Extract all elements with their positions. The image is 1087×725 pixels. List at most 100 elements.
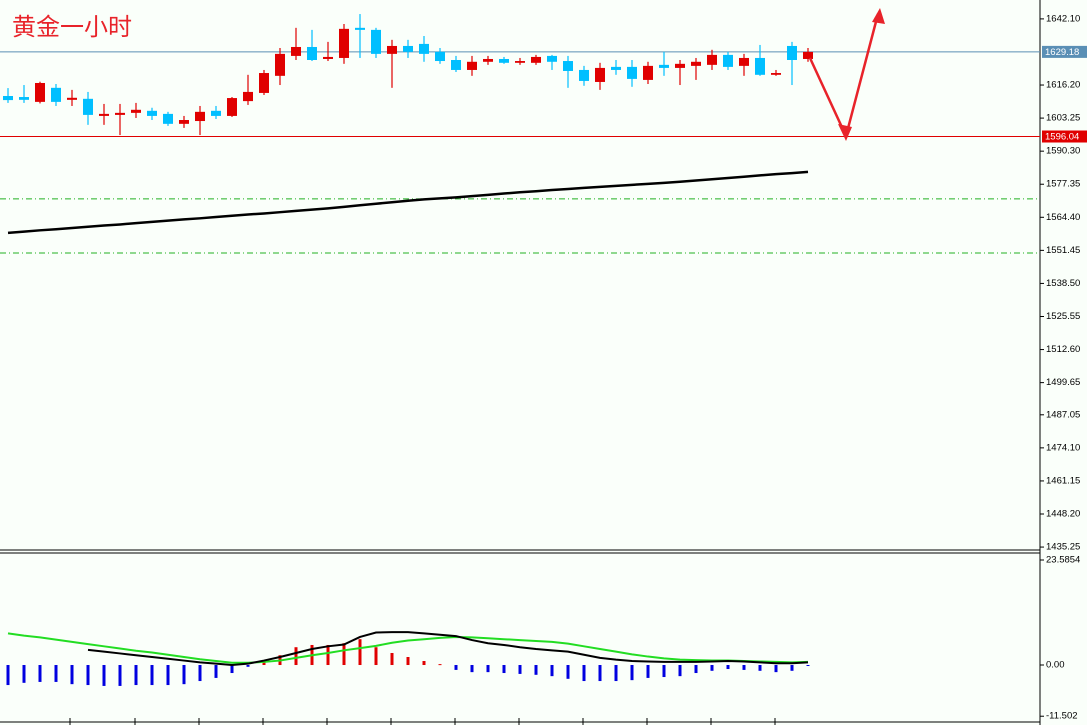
histogram-bar <box>246 665 250 667</box>
candle-body <box>371 29 381 54</box>
histogram-bar <box>38 665 42 682</box>
candle-body <box>35 82 45 102</box>
candle-body <box>355 27 365 30</box>
histogram-bar <box>374 647 378 666</box>
histogram-bar <box>502 665 506 674</box>
candle-body <box>115 112 125 115</box>
histogram-bar <box>118 665 122 686</box>
histogram-bar <box>406 657 410 666</box>
candle-body <box>771 73 781 75</box>
candle-body <box>67 97 77 100</box>
histogram-bar <box>6 665 10 686</box>
moving-average <box>7 170 809 235</box>
y-tick-label: 1616.20 <box>1046 80 1080 91</box>
forecast-arrow <box>808 8 885 141</box>
level-label: 1629.18 <box>1045 47 1079 58</box>
candle-body <box>259 73 269 93</box>
histogram-bar <box>22 665 26 683</box>
candle-body <box>707 54 717 65</box>
y-tick-label: 1435.25 <box>1046 542 1080 553</box>
candle-body <box>563 61 573 71</box>
y-tick-label: 1590.30 <box>1046 146 1080 157</box>
y-tick-label: 1512.60 <box>1046 344 1080 355</box>
histogram-bar <box>390 652 394 666</box>
histogram-bar <box>742 665 746 670</box>
candle-body <box>163 113 173 124</box>
y-tick-label: 1538.50 <box>1046 278 1080 289</box>
candle-body <box>19 97 29 100</box>
candle-body <box>467 61 477 70</box>
candle-body <box>339 28 349 58</box>
candle-body <box>499 58 509 63</box>
histogram-bar <box>518 665 522 674</box>
histogram-bar <box>758 665 762 671</box>
candle-body <box>291 46 301 56</box>
y-tick-label: 1551.45 <box>1046 245 1080 256</box>
candle-body <box>643 65 653 80</box>
histogram-bar <box>198 665 202 682</box>
histogram-bar <box>438 664 442 666</box>
histogram-bar <box>806 665 810 667</box>
histogram-bar <box>342 643 346 666</box>
histogram-bar <box>70 665 74 685</box>
histogram-bar <box>790 665 794 671</box>
y-tick-label: 0.00 <box>1046 660 1065 671</box>
candle-body <box>195 111 205 122</box>
candle-body <box>547 55 557 62</box>
candle-body <box>483 58 493 62</box>
histogram-bar <box>454 665 458 670</box>
candle-body <box>83 98 93 115</box>
y-tick-label: 1499.65 <box>1046 377 1080 388</box>
candle-body <box>451 60 461 70</box>
y-tick-label: 1448.20 <box>1046 509 1080 520</box>
histogram-bar <box>662 665 666 678</box>
candle-body <box>51 87 61 102</box>
histogram-bar <box>294 647 298 666</box>
candle-body <box>227 98 237 116</box>
macd-line <box>87 631 809 667</box>
y-tick-label: 23.5854 <box>1046 555 1080 566</box>
candle-body <box>387 45 397 54</box>
macd-line <box>7 632 809 664</box>
candle-body <box>611 66 621 70</box>
histogram-bar <box>358 639 362 666</box>
y-tick-label: 1487.05 <box>1046 409 1080 420</box>
y-tick-label: 1474.10 <box>1046 442 1080 453</box>
histogram-bar <box>486 665 490 673</box>
histogram-bar <box>630 665 634 681</box>
histogram-bar <box>678 665 682 677</box>
histogram-bar <box>582 665 586 682</box>
histogram-bar <box>262 661 266 666</box>
histogram-bar <box>182 665 186 685</box>
y-tick-label: 1603.25 <box>1046 113 1080 124</box>
y-tick-label: 1577.35 <box>1046 179 1080 190</box>
level-label-box <box>1042 45 1087 58</box>
histogram-bar <box>86 665 90 686</box>
histogram-bar <box>102 665 106 686</box>
candle-body <box>579 69 589 81</box>
candle-body <box>627 66 637 79</box>
candle-body <box>323 56 333 59</box>
histogram-bar <box>422 661 426 666</box>
histogram-bar <box>166 665 170 686</box>
y-tick-label: 1642.10 <box>1046 13 1080 24</box>
candle-body <box>211 110 221 116</box>
candle-body <box>531 56 541 63</box>
candle-body <box>307 46 317 61</box>
candle-body <box>787 45 797 61</box>
histogram-bar <box>230 665 234 674</box>
candle-body <box>403 45 413 52</box>
candle-body <box>419 43 429 54</box>
candle-body <box>803 51 813 59</box>
candle-body <box>147 110 157 116</box>
histogram-bar <box>598 665 602 682</box>
candle-body <box>179 120 189 124</box>
histogram-bar <box>534 665 538 675</box>
candle-body <box>723 54 733 67</box>
histogram-bar <box>134 665 138 686</box>
candle-body <box>675 63 685 68</box>
macd-panel: 23.5854 0.00 -11.502 <box>6 555 1080 722</box>
y-tick-label: 1525.55 <box>1046 311 1080 322</box>
histogram-bar <box>214 665 218 678</box>
candle-body <box>515 61 525 63</box>
